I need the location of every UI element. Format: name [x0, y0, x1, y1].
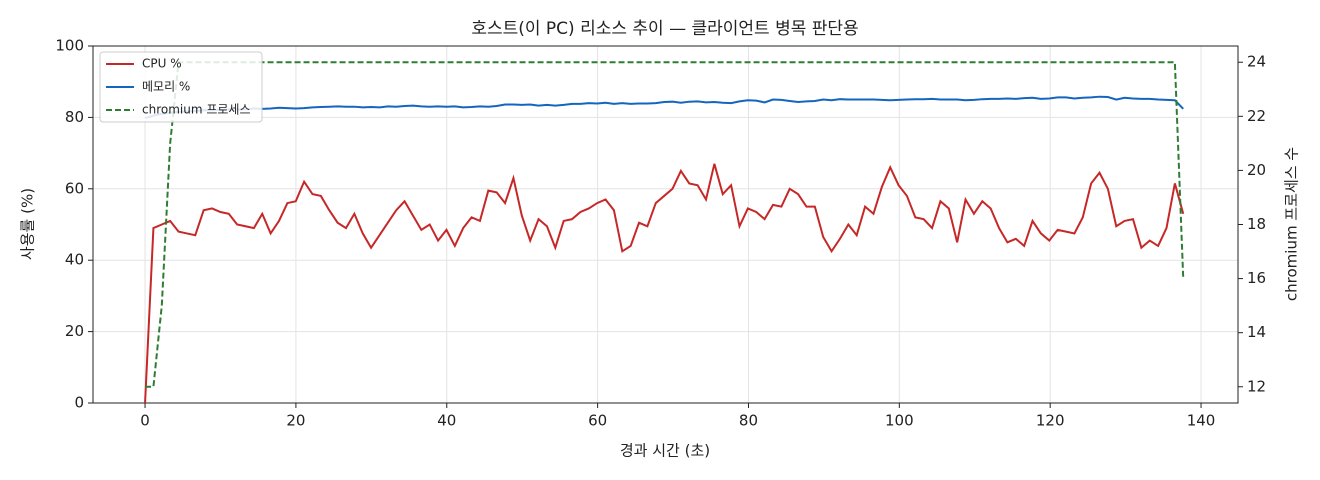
x-tick-label: 60 — [588, 412, 607, 430]
series-line — [144, 95, 1184, 120]
x-tick-label: 120 — [1036, 412, 1065, 430]
series-line — [145, 61, 1185, 388]
legend-label: 메모리 % — [142, 80, 190, 94]
y-tick-label: 20 — [65, 322, 84, 340]
x-axis-label: 경과 시간 (초) — [620, 442, 710, 460]
x-tick-label: 80 — [739, 412, 758, 430]
y-axis-label: 사용률 (%) — [19, 188, 37, 260]
x-tick-label: 140 — [1187, 412, 1216, 430]
legend-label: CPU % — [142, 57, 182, 71]
plot-frame — [92, 45, 1239, 404]
x-tick-label: 0 — [140, 412, 150, 430]
y-tick-label: 80 — [65, 108, 84, 126]
y2-tick-label: 14 — [1247, 323, 1266, 341]
legend-box — [99, 51, 263, 123]
series-line — [144, 163, 1185, 404]
y-tick-label: 40 — [65, 251, 84, 269]
y2-tick-label: 12 — [1247, 377, 1266, 395]
y2-tick-label: 16 — [1247, 269, 1266, 287]
y2-tick-label: 18 — [1247, 215, 1266, 233]
x-tick-label: 20 — [286, 412, 305, 430]
chart-title: 호스트(이 PC) 리소스 추이 — 클라이언트 병목 판단용 — [471, 19, 858, 39]
y2-axis-label: chromium 프로세스 수 — [1283, 147, 1301, 301]
y2-tick-label: 22 — [1247, 107, 1266, 125]
y-tick-label: 100 — [55, 37, 84, 55]
y-tick-label: 0 — [74, 394, 84, 412]
y-tick-label: 60 — [65, 179, 84, 197]
legend-label: chromium 프로세스 — [142, 103, 251, 117]
y2-tick-label: 24 — [1247, 53, 1266, 71]
x-tick-label: 40 — [437, 412, 456, 430]
x-tick-label: 100 — [885, 412, 914, 430]
y2-tick-label: 20 — [1247, 161, 1266, 179]
